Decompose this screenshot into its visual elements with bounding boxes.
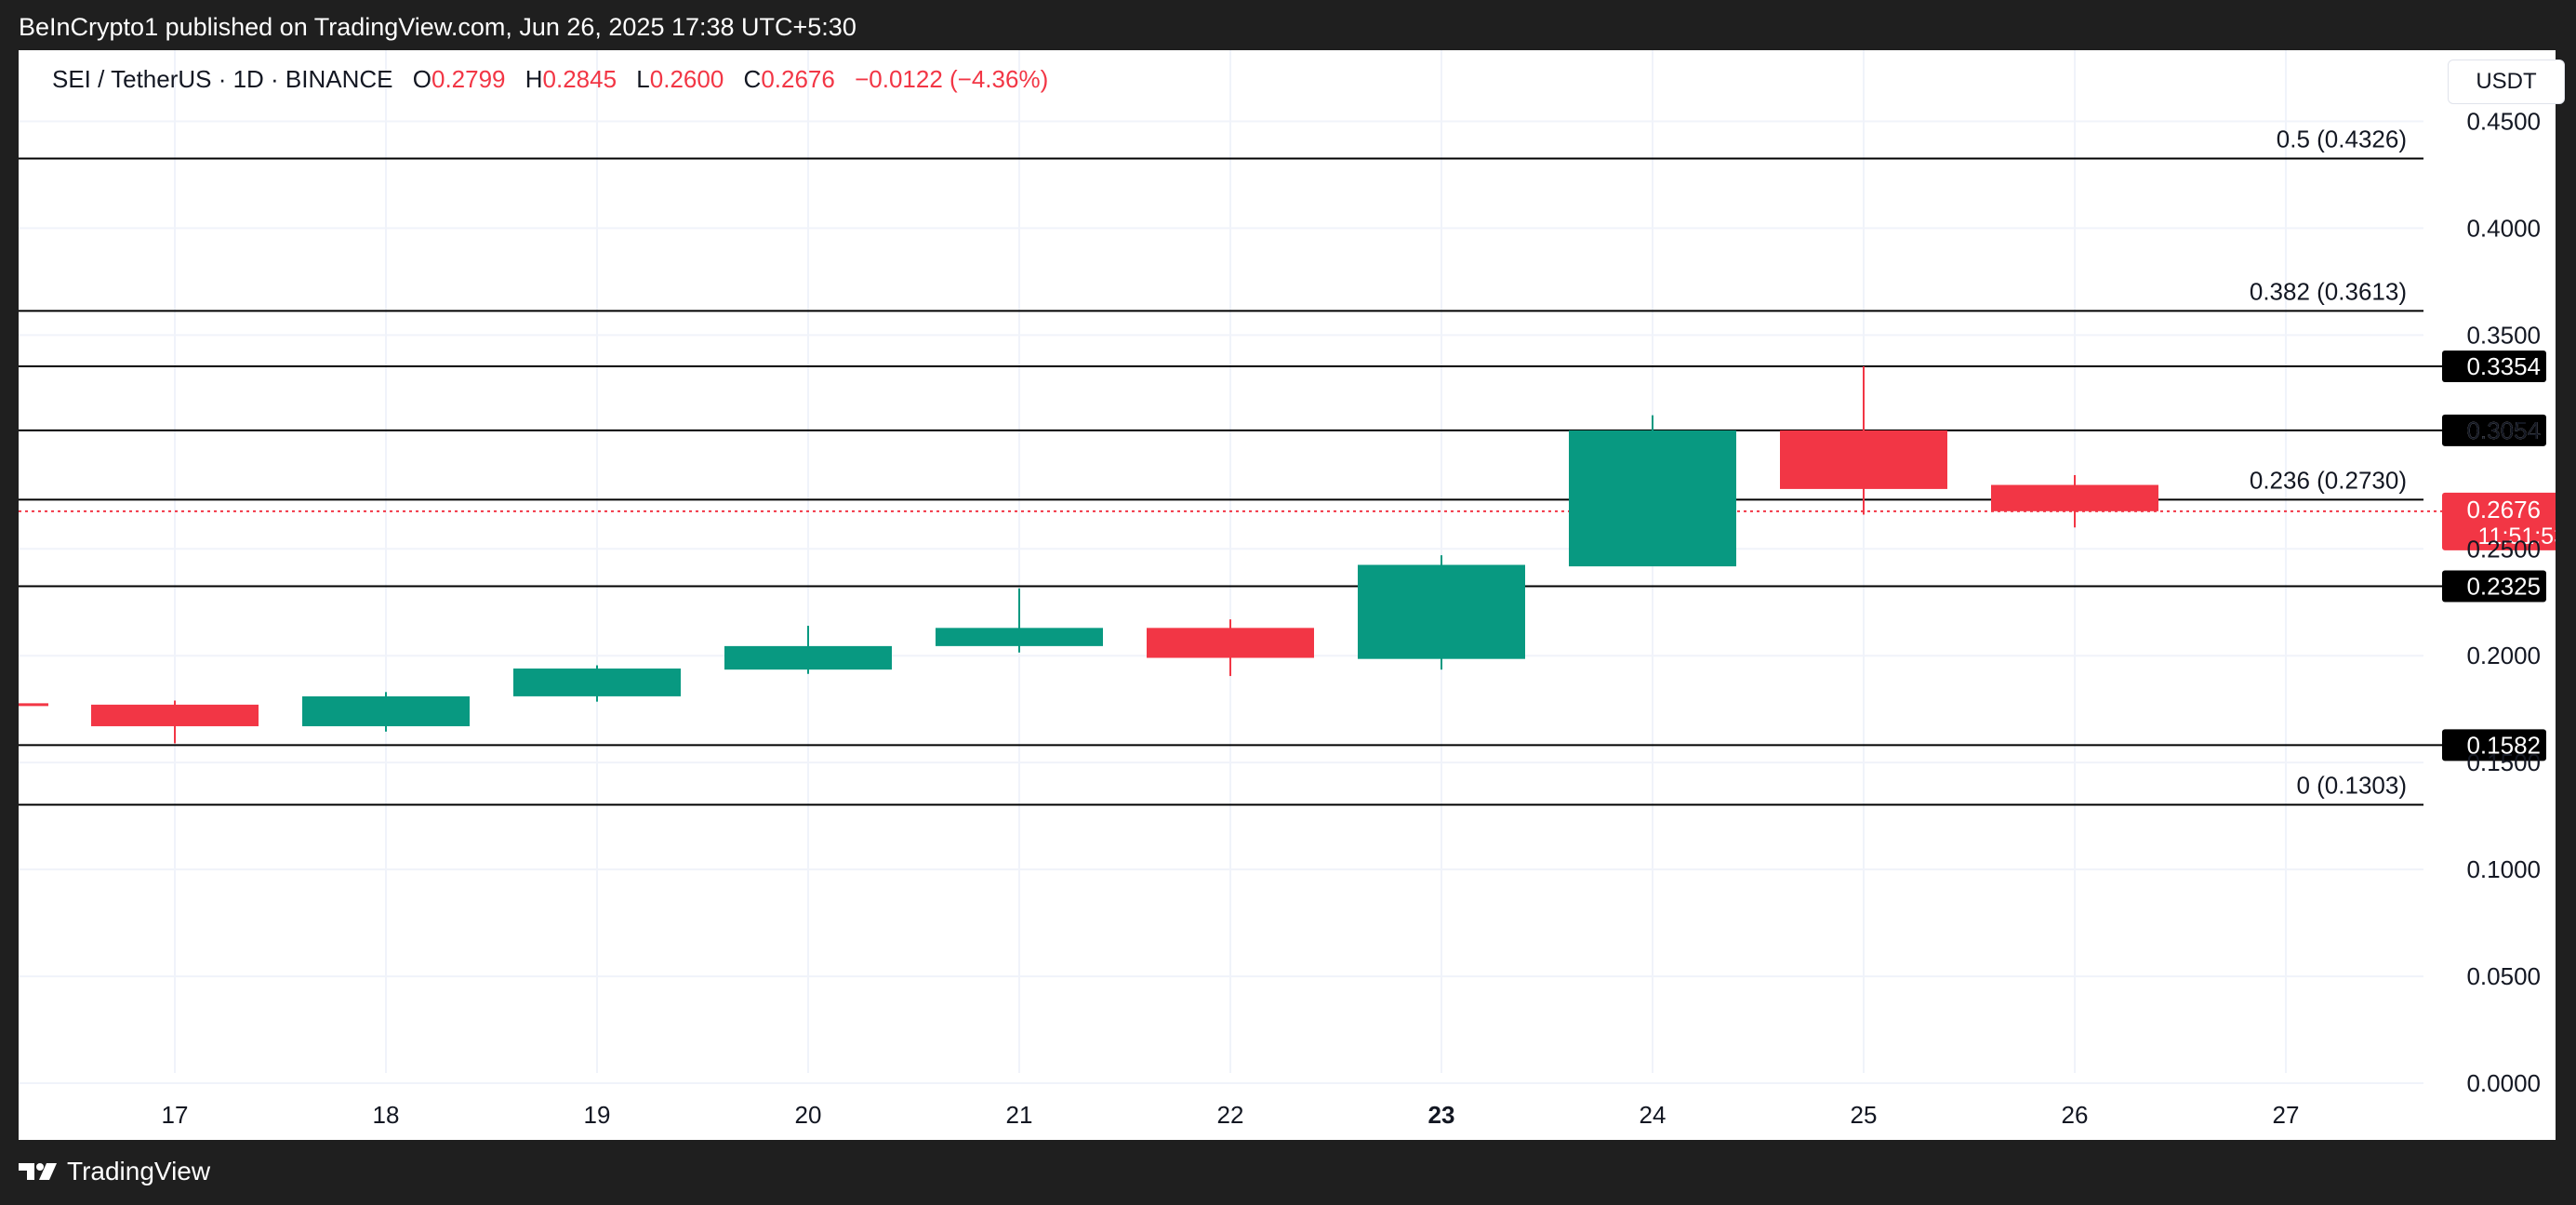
low-label: L	[636, 65, 650, 93]
price-badge-label: 0.3054	[2466, 417, 2541, 444]
candles	[19, 365, 2158, 744]
tradingview-brand: TradingView	[67, 1157, 211, 1185]
x-tick-label: 19	[584, 1101, 611, 1129]
x-tick-label: 24	[1640, 1101, 1666, 1129]
y-tick-label: 0.2000	[2466, 642, 2541, 669]
countdown-label: 11:51:53	[2478, 523, 2556, 550]
time-axis: 17 18 19 20 21 22 23 24 25 26 27	[162, 1101, 2300, 1129]
bottom-bar: TradingView	[0, 1140, 2576, 1205]
y-tick-label: 0.3054	[2466, 417, 2541, 444]
close-value: 0.2676	[761, 65, 835, 93]
currency-button[interactable]: USDT	[2448, 60, 2565, 104]
fib-level-label: 0.5 (0.4326)	[2277, 125, 2407, 152]
candle-body	[1147, 628, 1314, 658]
y-tick-label: 0.0500	[2466, 962, 2541, 990]
candle-body	[1569, 430, 1736, 567]
candle-body	[513, 669, 681, 696]
price-badge	[2442, 350, 2546, 382]
price-axis: 0.4500 0.4000 0.3500 0.3054 0.2500 0.2000 0.15…	[2466, 107, 2541, 1097]
y-tick-label: 0.4000	[2466, 214, 2541, 242]
fib-level-label: 0.382 (0.3613)	[2250, 277, 2407, 305]
symbol-label[interactable]: SEI / TetherUS · 1D · BINANCE	[52, 65, 393, 93]
open-label: O	[412, 65, 432, 93]
publish-info: BeInCrypto1 published on TradingView.com…	[19, 13, 856, 41]
level-lines: 0.5 (0.4326) 0.382 (0.3613) 0.236 (0.2730)…	[19, 125, 2556, 806]
x-tick-label: 20	[795, 1101, 822, 1129]
fib-level-label: 0 (0.1303)	[2296, 771, 2407, 799]
current-price-label: 0.2676	[2466, 496, 2541, 523]
price-chart[interactable]: 0.5 (0.4326) 0.382 (0.3613) 0.236 (0.2730)…	[19, 50, 2556, 1140]
low-value: 0.2600	[649, 65, 724, 93]
price-badge	[2442, 729, 2546, 761]
current-price-badge	[2442, 492, 2556, 550]
price-badge-label: 0.3354	[2466, 352, 2541, 380]
open-value: 0.2799	[431, 65, 506, 93]
close-label: C	[743, 65, 762, 93]
candle-body	[1991, 484, 2158, 511]
change-value: −0.0122 (−4.36%)	[855, 65, 1049, 93]
ohlc-legend: SEI / TetherUS · 1D · BINANCE O0.2799 H0…	[52, 65, 1048, 94]
high-label: H	[524, 65, 543, 93]
x-tick-label: 23	[1428, 1101, 1455, 1129]
y-tick-label: 0.1000	[2466, 855, 2541, 883]
fib-level-label: 0.236 (0.2730)	[2250, 466, 2407, 494]
grid-lines	[19, 50, 2423, 1085]
y-tick-label: 0.0000	[2466, 1069, 2541, 1097]
candle-body	[1358, 564, 1525, 659]
tradingview-logo[interactable]: TradingView	[19, 1157, 210, 1186]
tradingview-logo-icon	[19, 1163, 57, 1180]
x-tick-label: 18	[373, 1101, 400, 1129]
candle-body	[724, 645, 892, 670]
candle-body	[1780, 430, 1947, 489]
x-tick-label: 26	[2062, 1101, 2089, 1129]
candle-body	[302, 695, 470, 727]
high-value: 0.2845	[542, 65, 617, 93]
y-tick-label: 0.1500	[2466, 748, 2541, 776]
price-badge-label: 0.2325	[2466, 573, 2541, 601]
price-badge	[2442, 570, 2546, 602]
candle-body	[936, 628, 1103, 646]
y-tick-label: 0.2500	[2466, 535, 2541, 563]
y-tick-label: 0.3500	[2466, 321, 2541, 349]
chart-panel[interactable]: 0.5 (0.4326) 0.382 (0.3613) 0.236 (0.2730)…	[19, 50, 2565, 1140]
y-tick-label: 0.4500	[2466, 107, 2541, 135]
x-tick-label: 17	[162, 1101, 189, 1129]
top-bar: BeInCrypto1 published on TradingView.com…	[0, 0, 2576, 50]
candle-body	[91, 704, 259, 727]
x-tick-label: 25	[1851, 1101, 1878, 1129]
price-badge	[2442, 414, 2546, 446]
x-tick-label: 27	[2273, 1101, 2300, 1129]
x-tick-label: 22	[1217, 1101, 1244, 1129]
x-tick-label: 21	[1006, 1101, 1033, 1129]
price-badge-label: 0.1582	[2466, 731, 2541, 759]
